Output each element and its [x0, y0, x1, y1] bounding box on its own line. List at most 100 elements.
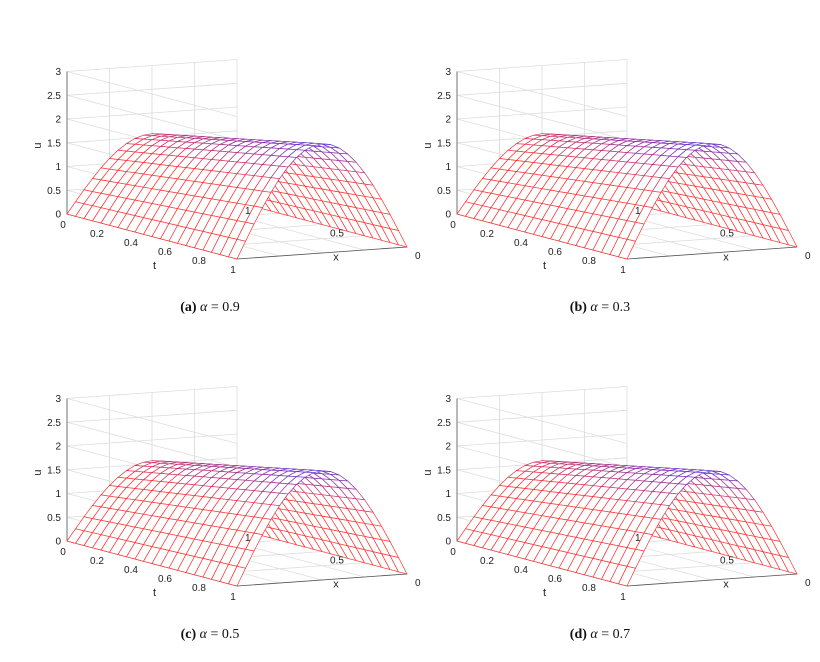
- t-tick-label: 0: [450, 547, 456, 558]
- surface-mesh: [66, 133, 408, 260]
- z-tick-label: 0: [445, 210, 451, 221]
- x-axis-line: [236, 246, 408, 260]
- t-tick-label: 0.8: [192, 256, 206, 267]
- z-axis-label: u: [422, 143, 434, 149]
- t-ticks: 0 0.2 0.4 0.6 0.8 1: [450, 547, 626, 603]
- t-tick-label: 0.4: [124, 565, 138, 576]
- t-tick-label: 0.6: [158, 574, 172, 585]
- z-tick-label: 3: [445, 394, 451, 405]
- z-tick-label: 1.5: [437, 465, 451, 476]
- z-tick-label: 2.5: [437, 91, 451, 102]
- x-axis-label: x: [333, 252, 339, 264]
- t-tick-label: 0.2: [90, 556, 104, 567]
- t-tick-label: 0.6: [158, 247, 172, 258]
- caption-b: (b) α = 0.3: [400, 300, 800, 316]
- chart-panel-d: 0 0.5 1 1.5 2 2.5 3 0 0.2 0.4 0.6 0.8 1 0 0.5 1 u t x (d) …: [400, 335, 811, 662]
- z-tick-label: 2.5: [47, 91, 61, 102]
- x-axis-label: x: [723, 252, 729, 264]
- t-tick-label: 0: [60, 220, 66, 231]
- t-axis-label: t: [153, 587, 156, 599]
- t-axis-label: t: [543, 260, 546, 272]
- x-axis-label: x: [333, 579, 339, 591]
- x-tick-label: 0.5: [330, 229, 344, 240]
- z-tick-label: 0: [55, 537, 61, 548]
- x-axis-label: x: [723, 579, 729, 591]
- x-ticks: 00.51: [245, 206, 421, 262]
- z-tick-label: 1: [55, 489, 61, 500]
- alpha-value: = 0.9: [210, 300, 240, 315]
- z-tick-label: 1: [445, 489, 451, 500]
- x-ticks: 00.51: [245, 533, 421, 589]
- t-tick-label: 0.4: [514, 238, 528, 249]
- z-axis-label: u: [32, 143, 44, 149]
- x-tick-label: 1: [245, 206, 251, 217]
- x-ticks: 00.51: [635, 533, 811, 589]
- surface-mesh: [456, 133, 798, 260]
- z-tick-label: 0.5: [47, 186, 61, 197]
- mesh-cell: [227, 238, 247, 260]
- x-tick-label: 0: [415, 578, 421, 589]
- z-tick-label: 2: [55, 115, 61, 126]
- z-tick-label: 1.5: [47, 465, 61, 476]
- z-tick-label: 2: [445, 115, 451, 126]
- z-tick-label: 2: [445, 442, 451, 453]
- t-tick-label: 0.6: [548, 574, 562, 585]
- t-ticks: 0 0.2 0.4 0.6 0.8 1: [60, 220, 236, 276]
- alpha-value: = 0.7: [601, 627, 631, 642]
- t-axis-label: t: [153, 260, 156, 272]
- t-tick-label: 0.2: [480, 229, 494, 240]
- surface-mesh: [66, 460, 408, 587]
- caption-d: (d) α = 0.7: [400, 627, 800, 643]
- t-tick-label: 1: [620, 592, 626, 603]
- x-tick-label: 0: [805, 251, 811, 262]
- mesh-cell: [617, 238, 637, 260]
- x-tick-label: 1: [245, 533, 251, 544]
- x-axis-line: [236, 573, 408, 587]
- x-tick-label: 0: [415, 251, 421, 262]
- z-tick-label: 1: [445, 162, 451, 173]
- chart-panel-c: 0 0.5 1 1.5 2 2.5 3 0 0.2 0.4 0.6 0.8 1 0 0.5 1 u t x (c) …: [10, 335, 421, 662]
- t-tick-label: 0.4: [514, 565, 528, 576]
- z-tick-label: 1.5: [47, 138, 61, 149]
- t-tick-label: 1: [620, 265, 626, 276]
- z-tick-label: 0: [445, 537, 451, 548]
- alpha-value: = 0.3: [601, 300, 631, 315]
- caption-label: (c): [180, 627, 197, 642]
- caption-c: (c) α = 0.5: [10, 627, 410, 643]
- z-tick-label: 0.5: [437, 186, 451, 197]
- surface-mesh: [456, 460, 798, 587]
- z-ticks: 0 0.5 1 1.5 2 2.5 3: [437, 394, 451, 548]
- alpha-symbol: α: [590, 300, 598, 315]
- t-tick-label: 1: [230, 265, 236, 276]
- t-tick-label: 0.2: [480, 556, 494, 567]
- t-tick-label: 0: [450, 220, 456, 231]
- x-ticks: 00.51: [635, 206, 811, 262]
- z-tick-label: 3: [55, 394, 61, 405]
- z-axis-label: u: [422, 470, 434, 476]
- x-tick-label: 0.5: [720, 556, 734, 567]
- t-axis-label: t: [543, 587, 546, 599]
- z-tick-label: 0.5: [437, 513, 451, 524]
- z-tick-label: 0: [55, 210, 61, 221]
- t-tick-label: 0.4: [124, 238, 138, 249]
- z-tick-label: 2: [55, 442, 61, 453]
- z-ticks: 0 0.5 1 1.5 2 2.5 3: [437, 67, 451, 221]
- caption-label: (a): [180, 300, 197, 315]
- x-tick-label: 0: [805, 578, 811, 589]
- alpha-symbol: α: [590, 627, 598, 642]
- t-tick-label: 0.8: [582, 583, 596, 594]
- alpha-value: = 0.5: [210, 627, 240, 642]
- x-tick-label: 0.5: [330, 556, 344, 567]
- z-tick-label: 2.5: [437, 418, 451, 429]
- caption-label: (d): [569, 627, 587, 642]
- caption-a: (a) α = 0.9: [10, 300, 410, 316]
- chart-panel-a: 0 0.5 1 1.5 2 2.5 3 0 0.2 0.4 0.6 0.8 1 0 0.5 1 u t x (a) …: [10, 8, 421, 335]
- z-tick-label: 3: [445, 67, 451, 78]
- x-tick-label: 1: [635, 533, 641, 544]
- t-ticks: 0 0.2 0.4 0.6 0.8 1: [450, 220, 626, 276]
- x-tick-label: 1: [635, 206, 641, 217]
- z-ticks: 0 0.5 1 1.5 2 2.5 3: [47, 394, 61, 548]
- t-tick-label: 0: [60, 547, 66, 558]
- t-ticks: 0 0.2 0.4 0.6 0.8 1: [60, 547, 236, 603]
